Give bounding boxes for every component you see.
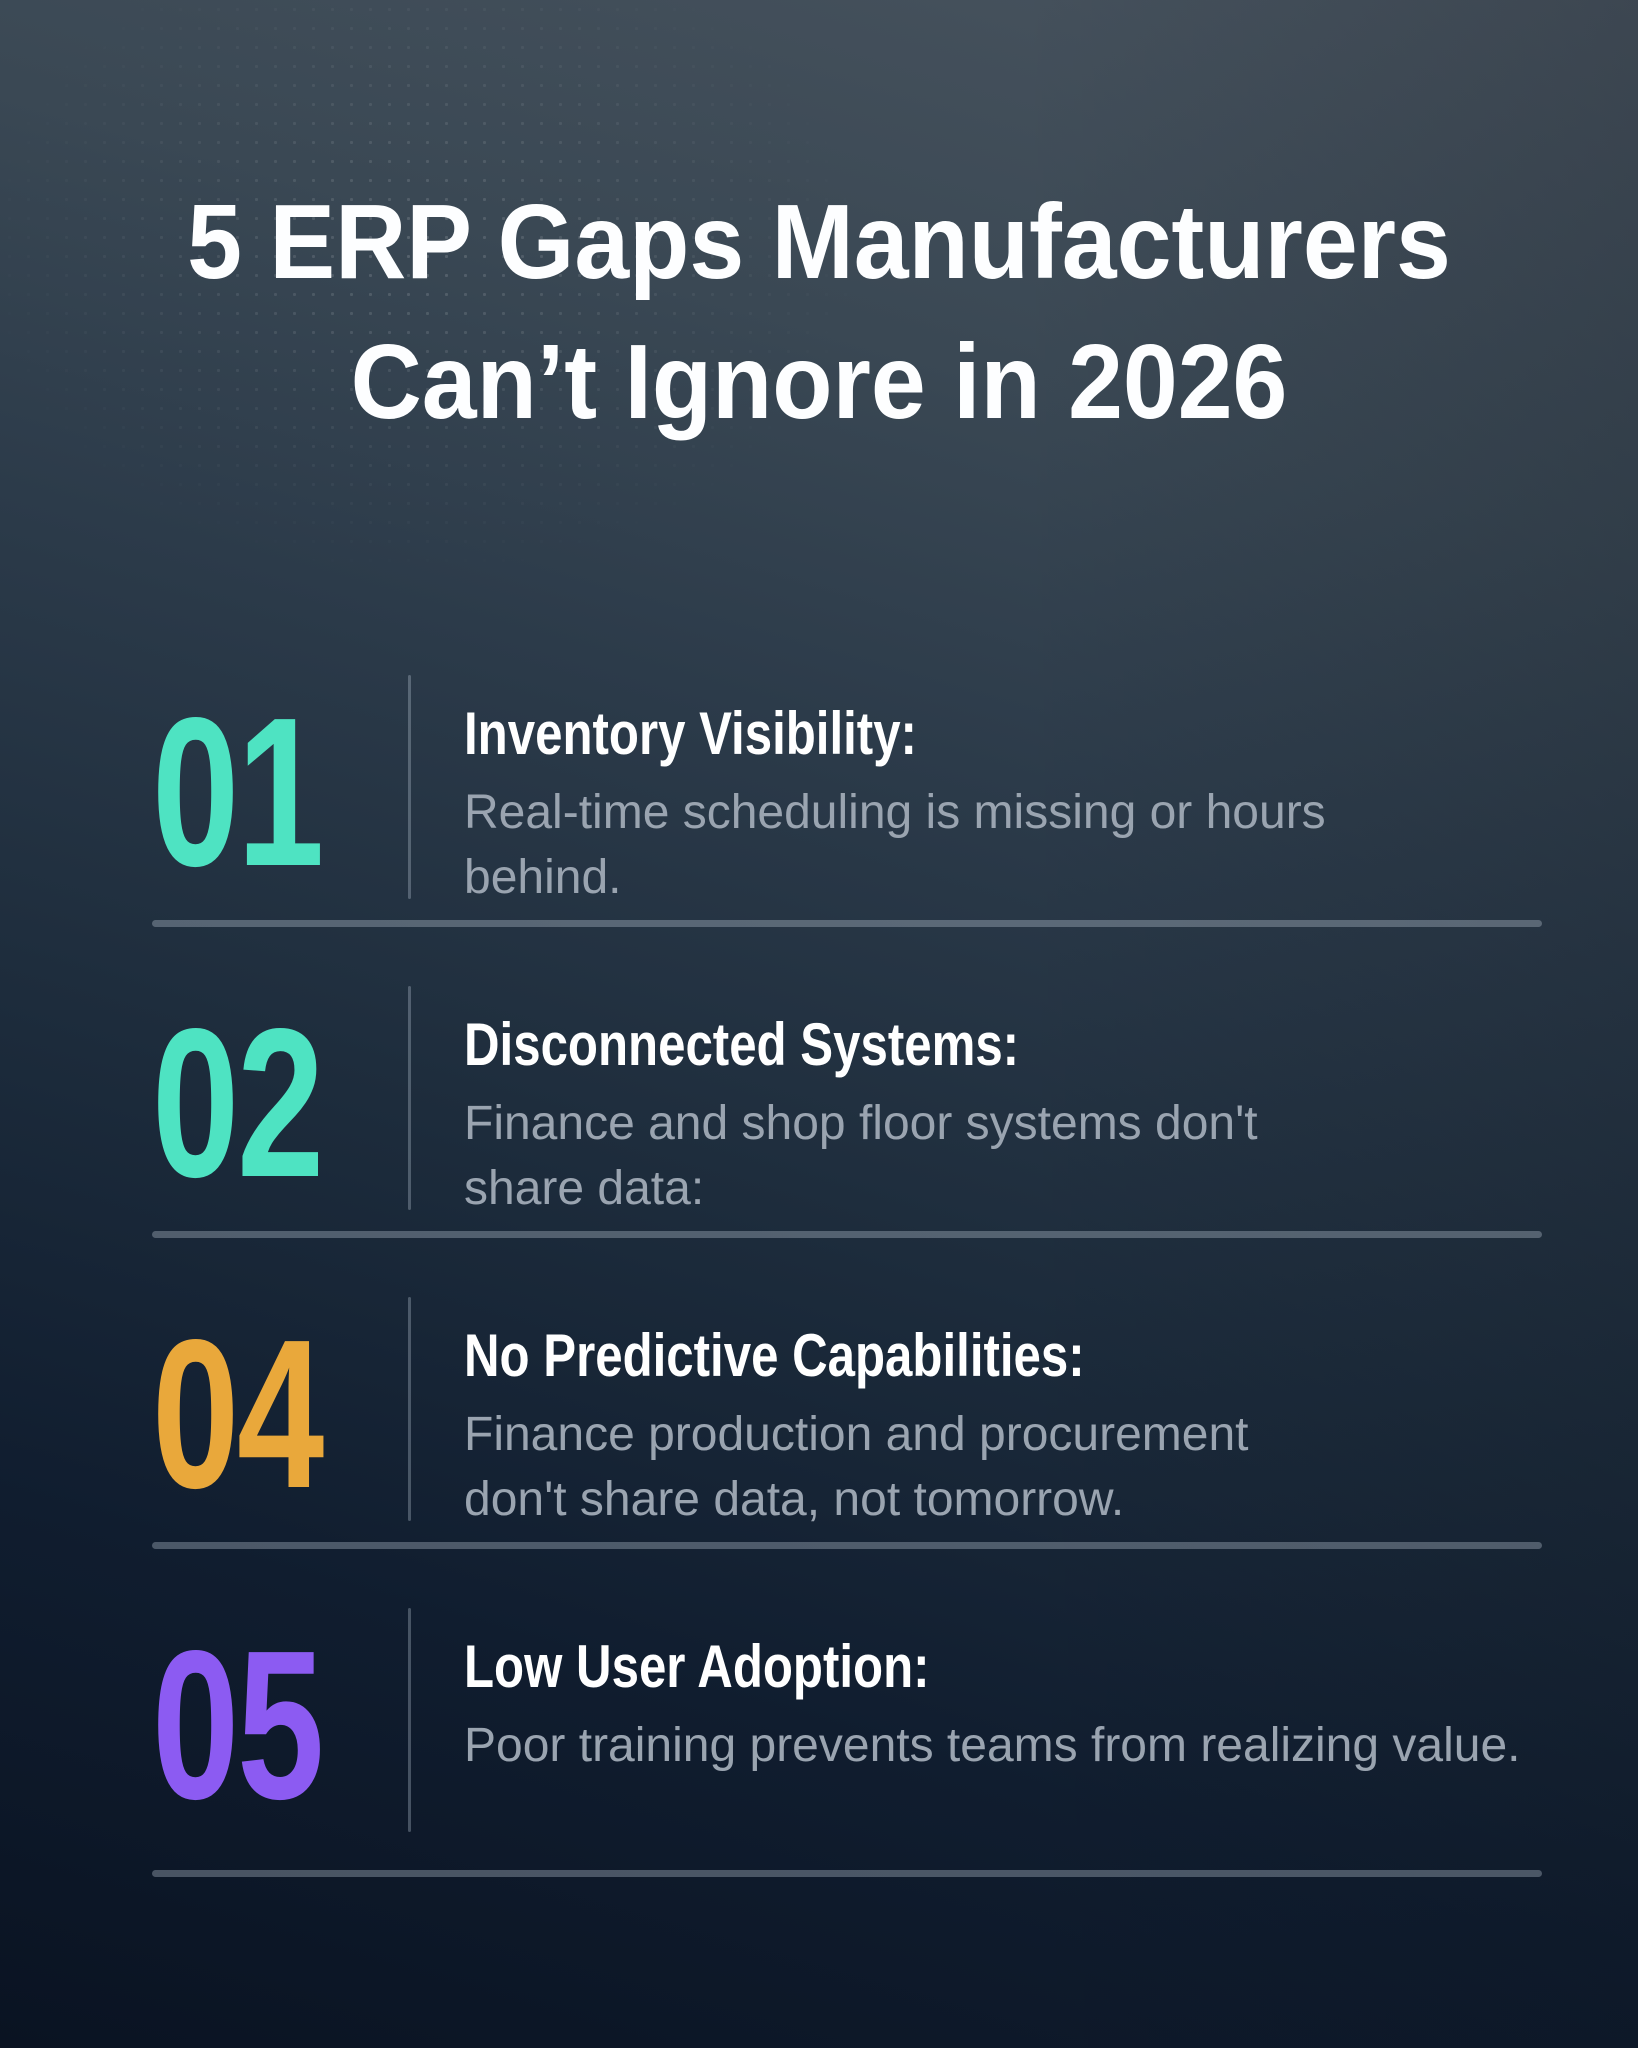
item-vertical-rule — [408, 986, 411, 1210]
item-content: Disconnected Systems: Finance and shop f… — [408, 1011, 1258, 1221]
section-divider — [152, 1231, 1542, 1238]
page-title: 5 ERP Gaps Manufacturers Can’t Ignore in… — [187, 183, 1451, 441]
item-heading: Inventory Visibility: — [464, 700, 917, 767]
section-divider — [152, 1542, 1542, 1549]
item-content: Low User Adoption: Poor training prevent… — [408, 1633, 1521, 1778]
item-content: No Predictive Capabilities: Finance prod… — [408, 1322, 1249, 1532]
item-vertical-rule — [408, 1608, 411, 1832]
gap-list: 01 Inventory Visibility: Real-time sched… — [152, 673, 1542, 1972]
gap-item-04: 04 No Predictive Capabilities: Finance p… — [152, 1295, 1542, 1532]
item-heading: No Predictive Capabilities: — [464, 1322, 1085, 1389]
item-vertical-rule — [408, 1297, 411, 1521]
item-number: 02 — [152, 984, 324, 1221]
gap-item-01: 01 Inventory Visibility: Real-time sched… — [152, 673, 1542, 910]
item-description: Poor training prevents teams from realiz… — [464, 1719, 1521, 1772]
item-description: Real-time scheduling is missing or hours… — [464, 786, 1326, 904]
item-number: 04 — [152, 1295, 324, 1532]
item-vertical-rule — [408, 675, 411, 899]
item-heading: Disconnected Systems: — [464, 1011, 1020, 1078]
gap-item-05: 05 Low User Adoption: Poor training prev… — [152, 1606, 1542, 1843]
section-divider — [152, 920, 1542, 927]
item-heading: Low User Adoption: — [464, 1633, 930, 1700]
item-description: Finance production and procurement don't… — [464, 1408, 1249, 1526]
item-content: Inventory Visibility: Real-time scheduli… — [408, 700, 1326, 910]
item-number: 01 — [152, 673, 324, 910]
item-description: Finance and shop floor systems don't sha… — [464, 1097, 1258, 1215]
item-number: 05 — [152, 1606, 324, 1843]
section-divider — [152, 1870, 1542, 1877]
gap-item-02: 02 Disconnected Systems: Finance and sho… — [152, 984, 1542, 1221]
